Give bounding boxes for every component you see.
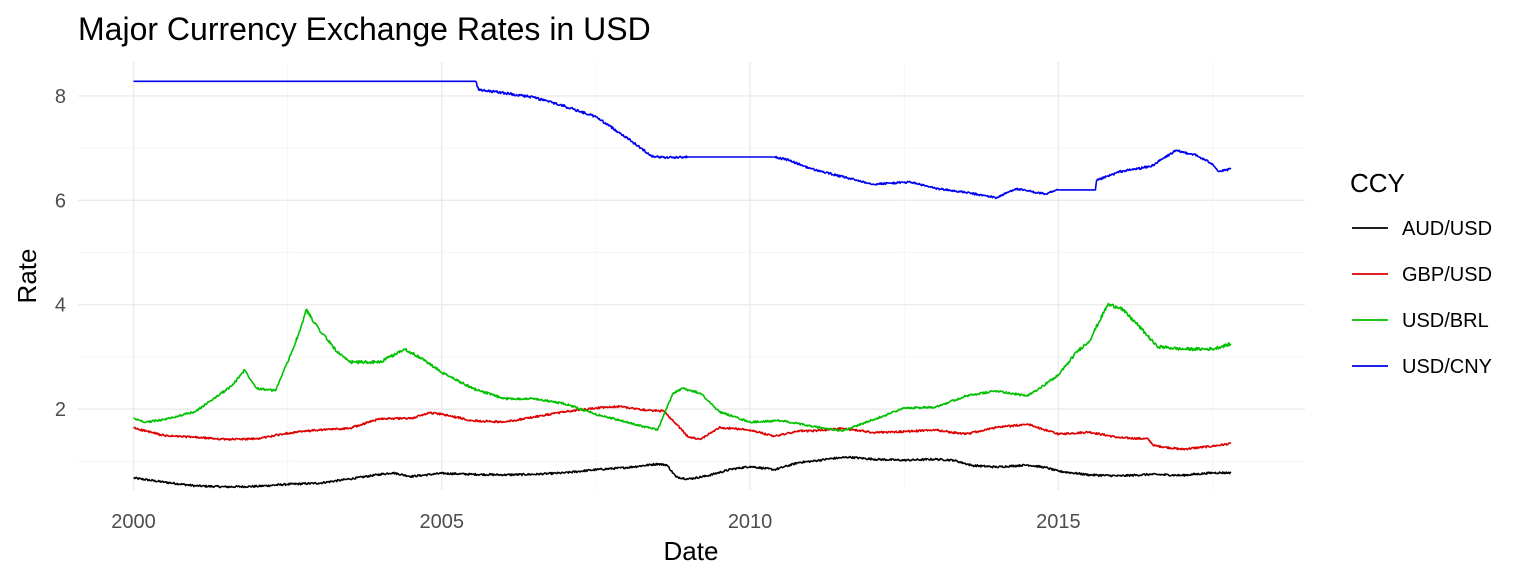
plot-series xyxy=(133,80,1232,489)
series-line-gbp-usd xyxy=(133,405,1232,451)
legend-label: USD/CNY xyxy=(1402,356,1492,378)
plot-grid xyxy=(78,62,1305,490)
legend-label: USD/BRL xyxy=(1402,310,1489,332)
x-axis-title: Date xyxy=(664,536,719,566)
chart-title: Major Currency Exchange Rates in USD xyxy=(78,11,651,47)
x-tick-label: 2000 xyxy=(111,511,156,533)
y-tick-label: 4 xyxy=(55,295,66,317)
y-tick-label: 2 xyxy=(55,399,66,421)
series-line-usd-cny xyxy=(133,80,1232,200)
series-line-aud-usd xyxy=(133,455,1232,489)
legend-title: CCY xyxy=(1350,168,1405,198)
legend-label: AUD/USD xyxy=(1402,218,1492,240)
axis-ticks: 2000 2005 2010 2015 2 4 6 8 xyxy=(55,86,1081,533)
y-axis-title: Rate xyxy=(12,249,42,304)
legend: CCY AUD/USD GBP/USD USD/BRL USD/CNY xyxy=(1350,168,1492,378)
x-tick-label: 2005 xyxy=(420,511,465,533)
y-tick-label: 8 xyxy=(55,86,66,108)
x-tick-label: 2015 xyxy=(1036,511,1081,533)
y-tick-label: 6 xyxy=(55,190,66,212)
legend-label: GBP/USD xyxy=(1402,264,1492,286)
x-tick-label: 2010 xyxy=(728,511,773,533)
series-line-usd-brl xyxy=(133,302,1232,432)
